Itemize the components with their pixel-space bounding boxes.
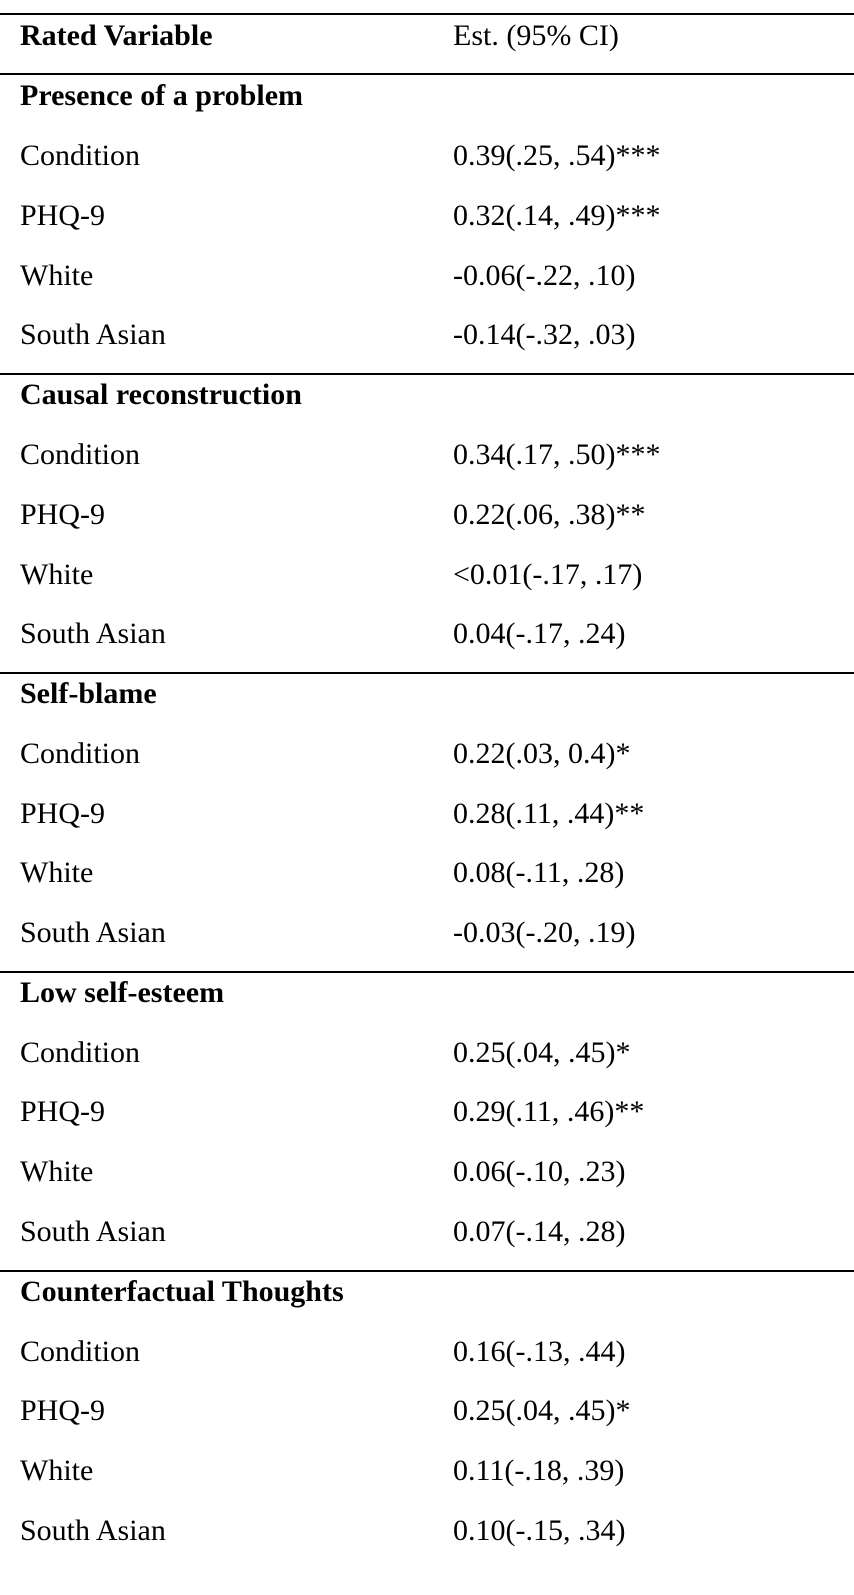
table-row: White <0.01(-.17, .17) [0,545,854,605]
section-rule [0,373,854,375]
section-title: Counterfactual Thoughts [20,1275,344,1308]
table-row: Condition 0.34(.17, .50)*** [0,425,854,485]
section-title-row: Counterfactual Thoughts [0,1262,854,1322]
row-label: South Asian [20,617,166,650]
row-estimate: 0.04(-.17, .24) [453,617,626,650]
row-label: Condition [20,1335,141,1368]
table-row: South Asian -0.14(-.32, .03) [0,305,854,365]
row-estimate: 0.08(-.11, .28) [453,856,625,889]
table-row: South Asian 0.04(-.17, .24) [0,604,854,664]
table-row: Condition 0.25(.04, .45)* [0,1023,854,1083]
section-rule [0,1270,854,1272]
row-label: South Asian [20,1514,166,1547]
section-rule [0,672,854,674]
row-estimate: 0.16(-.13, .44) [453,1335,626,1368]
table-row: Condition 0.16(-.13, .44) [0,1322,854,1382]
row-estimate: 0.07(-.14, .28) [453,1215,626,1248]
row-label: White [20,856,94,889]
row-label: White [20,558,94,591]
row-label: PHQ-9 [20,498,106,531]
table-row: White 0.11(-.18, .39) [0,1441,854,1501]
row-label: Condition [20,1036,141,1069]
row-label: White [20,259,94,292]
table-row: PHQ-9 0.25(.04, .45)* [0,1381,854,1441]
section-title-row: Presence of a problem [0,66,854,126]
table-row: PHQ-9 0.28(.11, .44)** [0,784,854,844]
header-row: Rated Variable Est. (95% CI) [0,6,854,66]
row-estimate: 0.25(.04, .45)* [453,1036,631,1069]
row-label: South Asian [20,1215,166,1248]
table-row: South Asian 0.07(-.14, .28) [0,1202,854,1262]
row-estimate: 0.29(.11, .46)** [453,1095,645,1128]
section-title: Causal reconstruction [20,378,302,411]
row-estimate: 0.22(.03, 0.4)* [453,737,631,770]
section-title-row: Self-blame [0,664,854,724]
row-estimate: 0.28(.11, .44)** [453,797,645,830]
table-row: Condition 0.22(.03, 0.4)* [0,724,854,784]
row-estimate: -0.03(-.20, .19) [453,916,636,949]
row-label: PHQ-9 [20,199,106,232]
row-estimate: -0.14(-.32, .03) [453,318,636,351]
table-row: South Asian -0.03(-.20, .19) [0,903,854,963]
table-row: White 0.06(-.10, .23) [0,1142,854,1202]
row-estimate: 0.32(.14, .49)*** [453,199,661,232]
row-label: Condition [20,438,141,471]
table-row: PHQ-9 0.29(.11, .46)** [0,1082,854,1142]
row-label: South Asian [20,318,166,351]
table-row: White 0.08(-.11, .28) [0,843,854,903]
section-title-row: Low self-esteem [0,963,854,1023]
row-label: PHQ-9 [20,1394,106,1427]
table-row: White -0.06(-.22, .10) [0,246,854,306]
row-estimate: <0.01(-.17, .17) [453,558,643,591]
section-rule [0,971,854,973]
row-estimate: -0.06(-.22, .10) [453,259,636,292]
row-label: PHQ-9 [20,797,106,830]
row-estimate: 0.39(.25, .54)*** [453,139,661,172]
row-label: Condition [20,737,141,770]
header-variable: Rated Variable [20,19,213,52]
row-label: Condition [20,139,141,172]
table-row: Condition 0.39(.25, .54)*** [0,126,854,186]
table-row: PHQ-9 0.22(.06, .38)** [0,485,854,545]
row-estimate: 0.11(-.18, .39) [453,1454,625,1487]
row-estimate: 0.25(.04, .45)* [453,1394,631,1427]
top-rule [0,13,854,15]
section-title: Self-blame [20,677,157,710]
table-row: PHQ-9 0.32(.14, .49)*** [0,186,854,246]
header-rule [0,73,854,75]
row-estimate: 0.22(.06, .38)** [453,498,646,531]
section-title: Low self-esteem [20,976,225,1009]
header-estimate: Est. (95% CI) [453,19,619,52]
row-estimate: 0.10(-.15, .34) [453,1514,626,1547]
row-label: PHQ-9 [20,1095,106,1128]
section-title: Presence of a problem [20,79,303,112]
row-label: South Asian [20,916,166,949]
row-estimate: 0.34(.17, .50)*** [453,438,661,471]
table-row: South Asian 0.10(-.15, .34) [0,1501,854,1561]
row-estimate: 0.06(-.10, .23) [453,1155,626,1188]
row-label: White [20,1454,94,1487]
section-title-row: Causal reconstruction [0,365,854,425]
row-label: White [20,1155,94,1188]
